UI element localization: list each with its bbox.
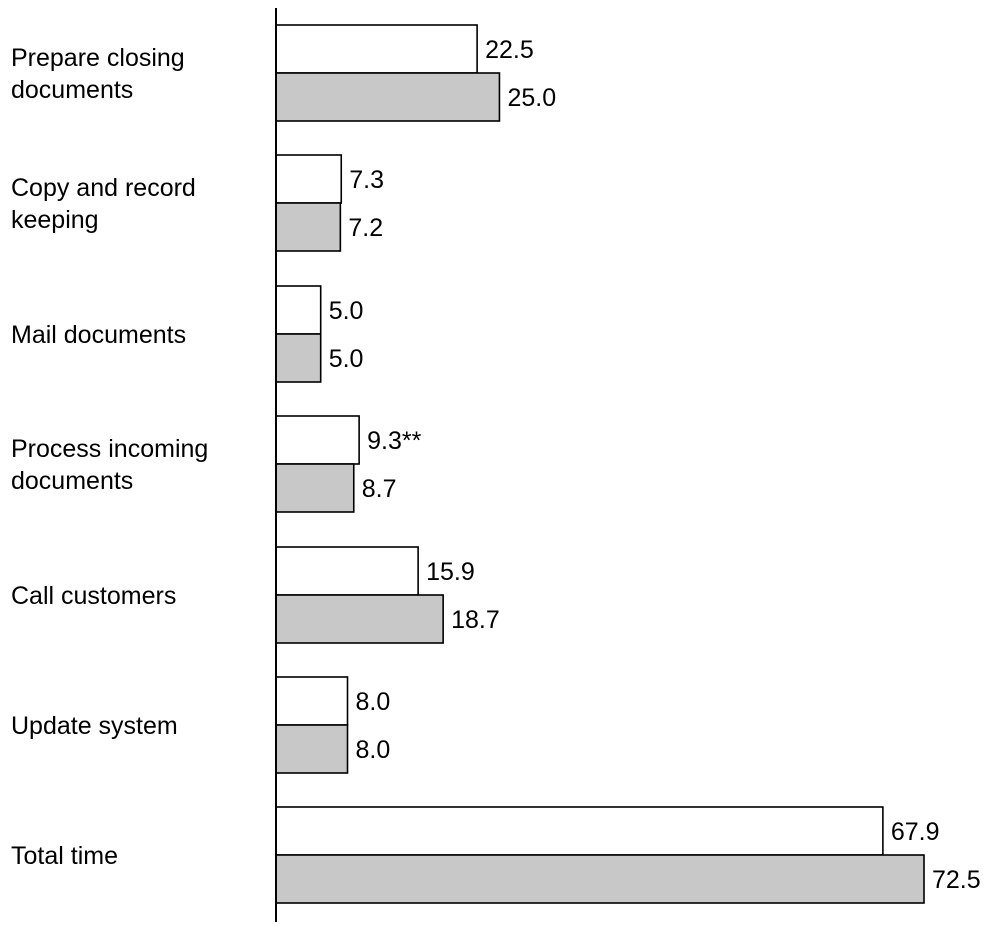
category-label-2: Mail documents (11, 321, 186, 349)
value-labels: 22.5 25.0 7.3 7.2 5.0 5.0 9.3** 8.7 15.9 18.7 8.0 8… (329, 36, 981, 894)
category-label-line: keeping (11, 206, 99, 234)
bar-series2-2 (275, 333, 322, 383)
value-label-series2-1: 7.2 (348, 214, 383, 242)
value-label-series1-6: 67.9 (891, 818, 940, 846)
bar-series1-1 (275, 154, 343, 204)
value-label-series1-0: 22.5 (485, 36, 534, 64)
bar-series2-0 (275, 72, 501, 122)
category-label-line: Total time (11, 842, 118, 870)
category-label-line: Update system (11, 712, 178, 740)
bars-group (275, 24, 925, 904)
bar-series2-5 (275, 724, 349, 774)
category-label-line: Mail documents (11, 321, 186, 349)
bar-series1-6 (275, 806, 884, 856)
bar-series1-0 (275, 24, 478, 74)
value-label-series2-2: 5.0 (329, 345, 364, 373)
value-label-series1-5: 8.0 (356, 688, 391, 716)
category-label-4: Call customers (11, 582, 176, 610)
bar-series2-4 (275, 594, 444, 644)
category-labels: Prepare closing documents Copy and record k… (11, 44, 208, 870)
value-label-series2-4: 18.7 (451, 606, 500, 634)
value-label-series2-5: 8.0 (356, 736, 391, 764)
value-label-series1-4: 15.9 (426, 558, 475, 586)
bar-series1-4 (275, 546, 419, 596)
category-label-5: Update system (11, 712, 178, 740)
category-label-0: Prepare closing documents (11, 44, 185, 104)
category-label-line: documents (11, 76, 133, 104)
bar-series2-3 (275, 463, 355, 513)
bar-series1-3 (275, 415, 360, 465)
value-label-series2-6: 72.5 (932, 866, 981, 894)
category-label-6: Total time (11, 842, 118, 870)
bar-series2-6 (275, 854, 925, 904)
category-label-line: Copy and record (11, 174, 196, 202)
bar-series1-5 (275, 676, 349, 726)
category-label-line: documents (11, 467, 133, 495)
value-label-series2-0: 25.0 (507, 84, 556, 112)
category-label-line: Prepare closing (11, 44, 185, 72)
category-label-line: Call customers (11, 582, 176, 610)
bar-series2-1 (275, 202, 342, 252)
category-label-line: Process incoming (11, 435, 208, 463)
bar-series1-2 (275, 285, 322, 335)
category-label-1: Copy and record keeping (11, 174, 196, 234)
value-label-series2-3: 8.7 (362, 475, 397, 503)
value-label-series1-2: 5.0 (329, 297, 364, 325)
value-label-series1-1: 7.3 (349, 166, 384, 194)
value-label-series1-3: 9.3** (367, 427, 421, 455)
category-label-3: Process incoming documents (11, 435, 208, 495)
